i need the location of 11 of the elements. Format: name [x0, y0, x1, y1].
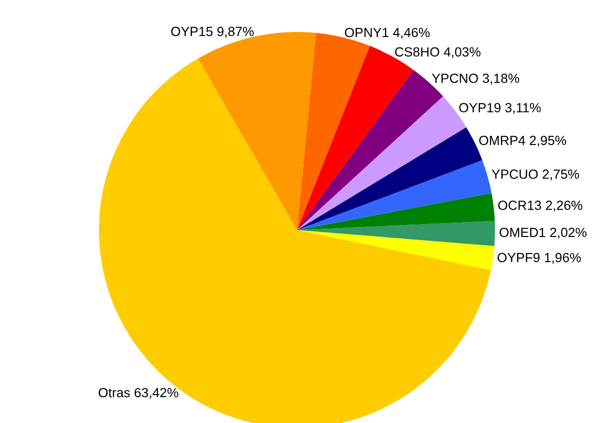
slice-label: OYP19 3,11% [459, 102, 541, 114]
slice-label: OPNY1 4,46% [344, 28, 430, 39]
slice-label: OMED1 2,02% [500, 228, 586, 239]
slice-label: Otras 63,42% [98, 388, 178, 399]
slice-label: OYP15 9,87% [171, 26, 254, 38]
slice-label: YPCNO 3,18% [432, 74, 520, 85]
slice-label: OYPF9 1,96% [498, 252, 581, 264]
slice-label: YPCUO 2,75% [492, 170, 579, 180]
slice-label: OCR13 2,26% [498, 200, 582, 212]
slice-label: CS8HO 4,03% [395, 47, 480, 58]
slice-label: OMRP4 2,95% [479, 136, 566, 147]
